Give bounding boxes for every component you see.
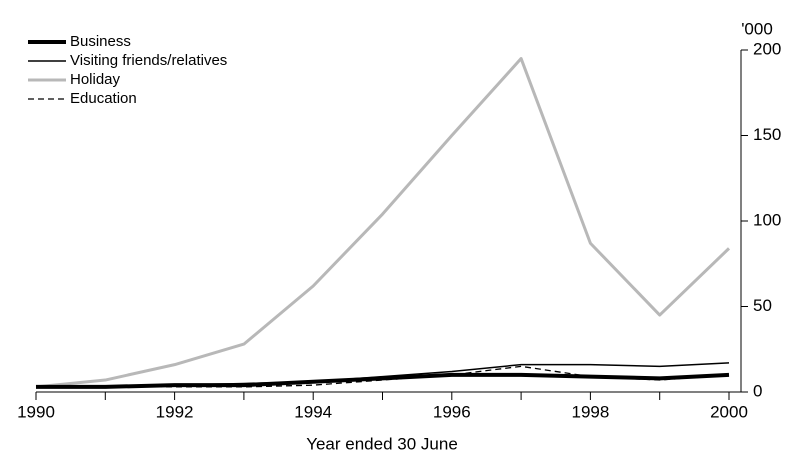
- x-axis-label: Year ended 30 June: [306, 434, 458, 453]
- x-tick-label: 1994: [294, 402, 332, 421]
- series-line: [35, 57, 731, 389]
- series-line: [36, 372, 730, 389]
- y-tick-label: 200: [753, 39, 781, 58]
- y-tick-label: 50: [753, 296, 772, 315]
- y-tick-label: 150: [753, 125, 781, 144]
- legend-label: Business: [70, 33, 131, 50]
- x-tick-label: 2000: [710, 402, 748, 421]
- x-tick-label: 1990: [17, 402, 55, 421]
- x-tick-label: 1992: [156, 402, 194, 421]
- x-tick-label: 1996: [433, 402, 471, 421]
- legend-label: Education: [70, 90, 137, 107]
- y-tick-label: 0: [753, 381, 762, 400]
- x-tick-label: 1998: [571, 402, 609, 421]
- legend-label: Visiting friends/relatives: [70, 52, 227, 69]
- series-line: [36, 362, 730, 388]
- y-tick-label: 100: [753, 210, 781, 229]
- y-unit: '000: [741, 19, 773, 38]
- legend-label: Holiday: [70, 71, 121, 88]
